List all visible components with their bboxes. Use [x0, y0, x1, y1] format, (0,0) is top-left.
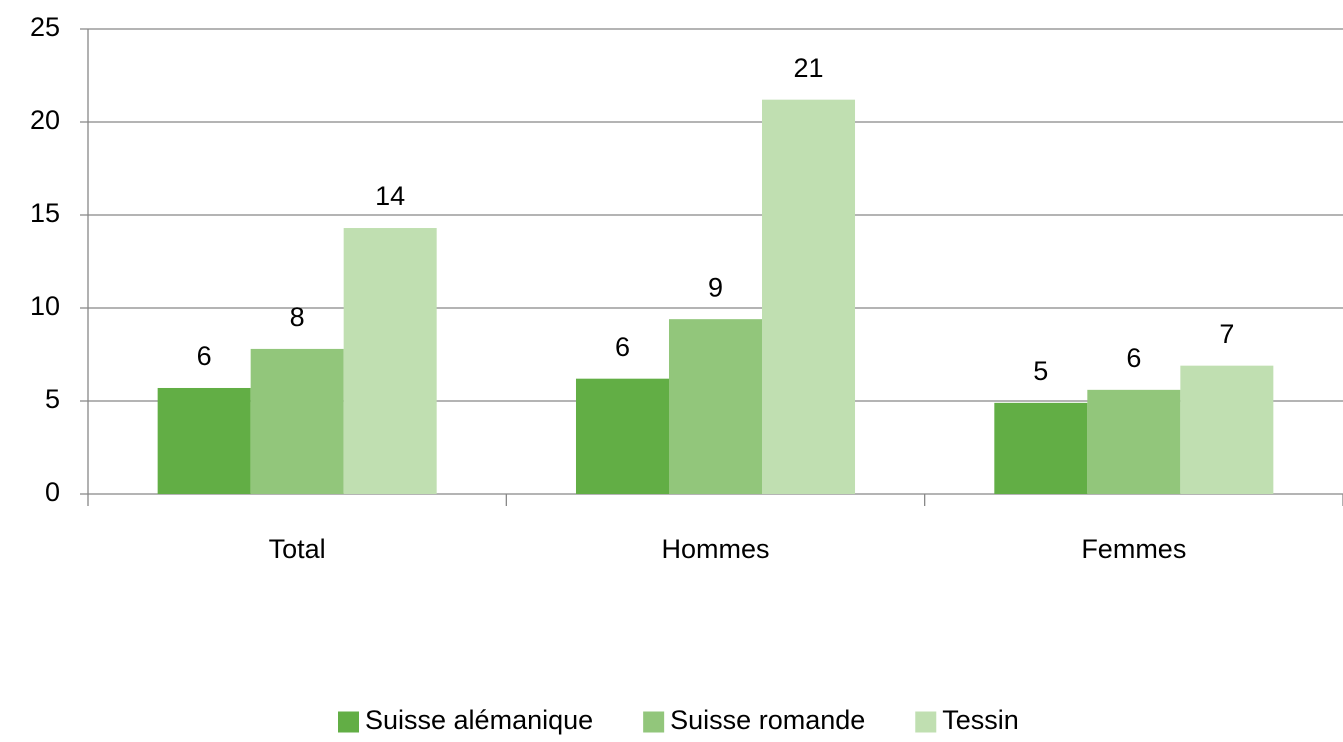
- y-tick-label: 25: [30, 12, 60, 42]
- legend-swatch: [338, 711, 359, 733]
- bar: [994, 402, 1088, 494]
- bar: [250, 348, 344, 494]
- value-label: 9: [708, 272, 723, 302]
- value-label: 21: [793, 53, 823, 83]
- bar: [762, 99, 856, 495]
- x-tick-label: Femmes: [1081, 534, 1186, 564]
- legend-label: Tessin: [942, 705, 1019, 735]
- y-tick-label: 5: [45, 384, 60, 414]
- x-tick-label: Hommes: [661, 534, 769, 564]
- value-label: 14: [375, 181, 405, 211]
- bar: [668, 319, 763, 494]
- legend-swatch: [643, 711, 665, 733]
- legend-label: Suisse alémanique: [365, 705, 593, 735]
- x-tick-label: Total: [269, 534, 326, 564]
- value-label: 6: [197, 341, 212, 371]
- bar: [575, 378, 669, 494]
- bar: [1087, 389, 1181, 494]
- y-tick-label: 10: [30, 291, 60, 321]
- bar: [157, 387, 251, 494]
- value-label: 8: [290, 302, 305, 332]
- y-tick-label: 0: [45, 477, 60, 507]
- bar: [343, 228, 437, 494]
- value-label: 7: [1219, 319, 1234, 349]
- y-tick-label: 15: [30, 198, 60, 228]
- legend-swatch: [915, 711, 937, 733]
- legend-label: Suisse romande: [670, 705, 865, 735]
- value-label: 5: [1033, 356, 1048, 386]
- value-label: 6: [1126, 343, 1141, 373]
- bar: [1180, 365, 1274, 494]
- y-tick-label: 20: [30, 105, 60, 135]
- value-label: 6: [615, 332, 630, 362]
